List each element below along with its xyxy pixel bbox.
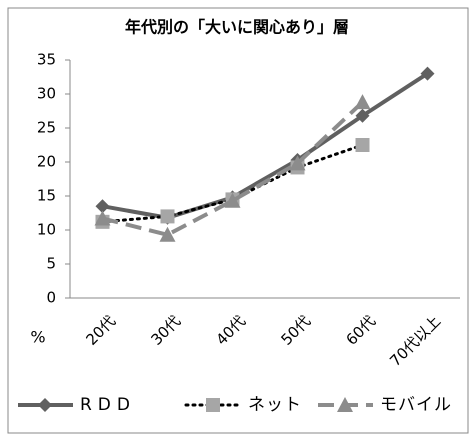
y-tick-label: 15 — [37, 187, 56, 205]
point — [355, 108, 370, 123]
chart-title: 年代別の「大いに関心あり」層 — [125, 18, 349, 37]
point — [159, 226, 176, 242]
point — [94, 210, 111, 226]
y-tick-label: 25 — [37, 119, 56, 137]
y-axis-label: % — [30, 328, 45, 347]
y-tick-label: 10 — [37, 221, 56, 239]
point — [337, 397, 353, 412]
y-tick-label: 0 — [46, 289, 56, 307]
y-tick-label: 20 — [37, 153, 56, 171]
point — [289, 155, 306, 171]
y-tick-label: 5 — [46, 255, 56, 273]
series-line — [102, 100, 364, 237]
legend-label: ネット — [248, 395, 302, 415]
point — [95, 199, 110, 214]
y-tick-label: 30 — [37, 85, 56, 103]
point — [206, 398, 220, 412]
point — [354, 94, 371, 110]
point — [224, 192, 241, 208]
point — [355, 138, 370, 152]
chart-frame — [7, 7, 469, 434]
y-tick-label: 35 — [37, 51, 56, 69]
point — [38, 398, 52, 412]
legend-label: モバイル — [380, 395, 452, 415]
point — [160, 209, 175, 224]
point — [420, 66, 435, 81]
series-line — [102, 71, 429, 220]
legend-label: RDD — [80, 395, 136, 415]
